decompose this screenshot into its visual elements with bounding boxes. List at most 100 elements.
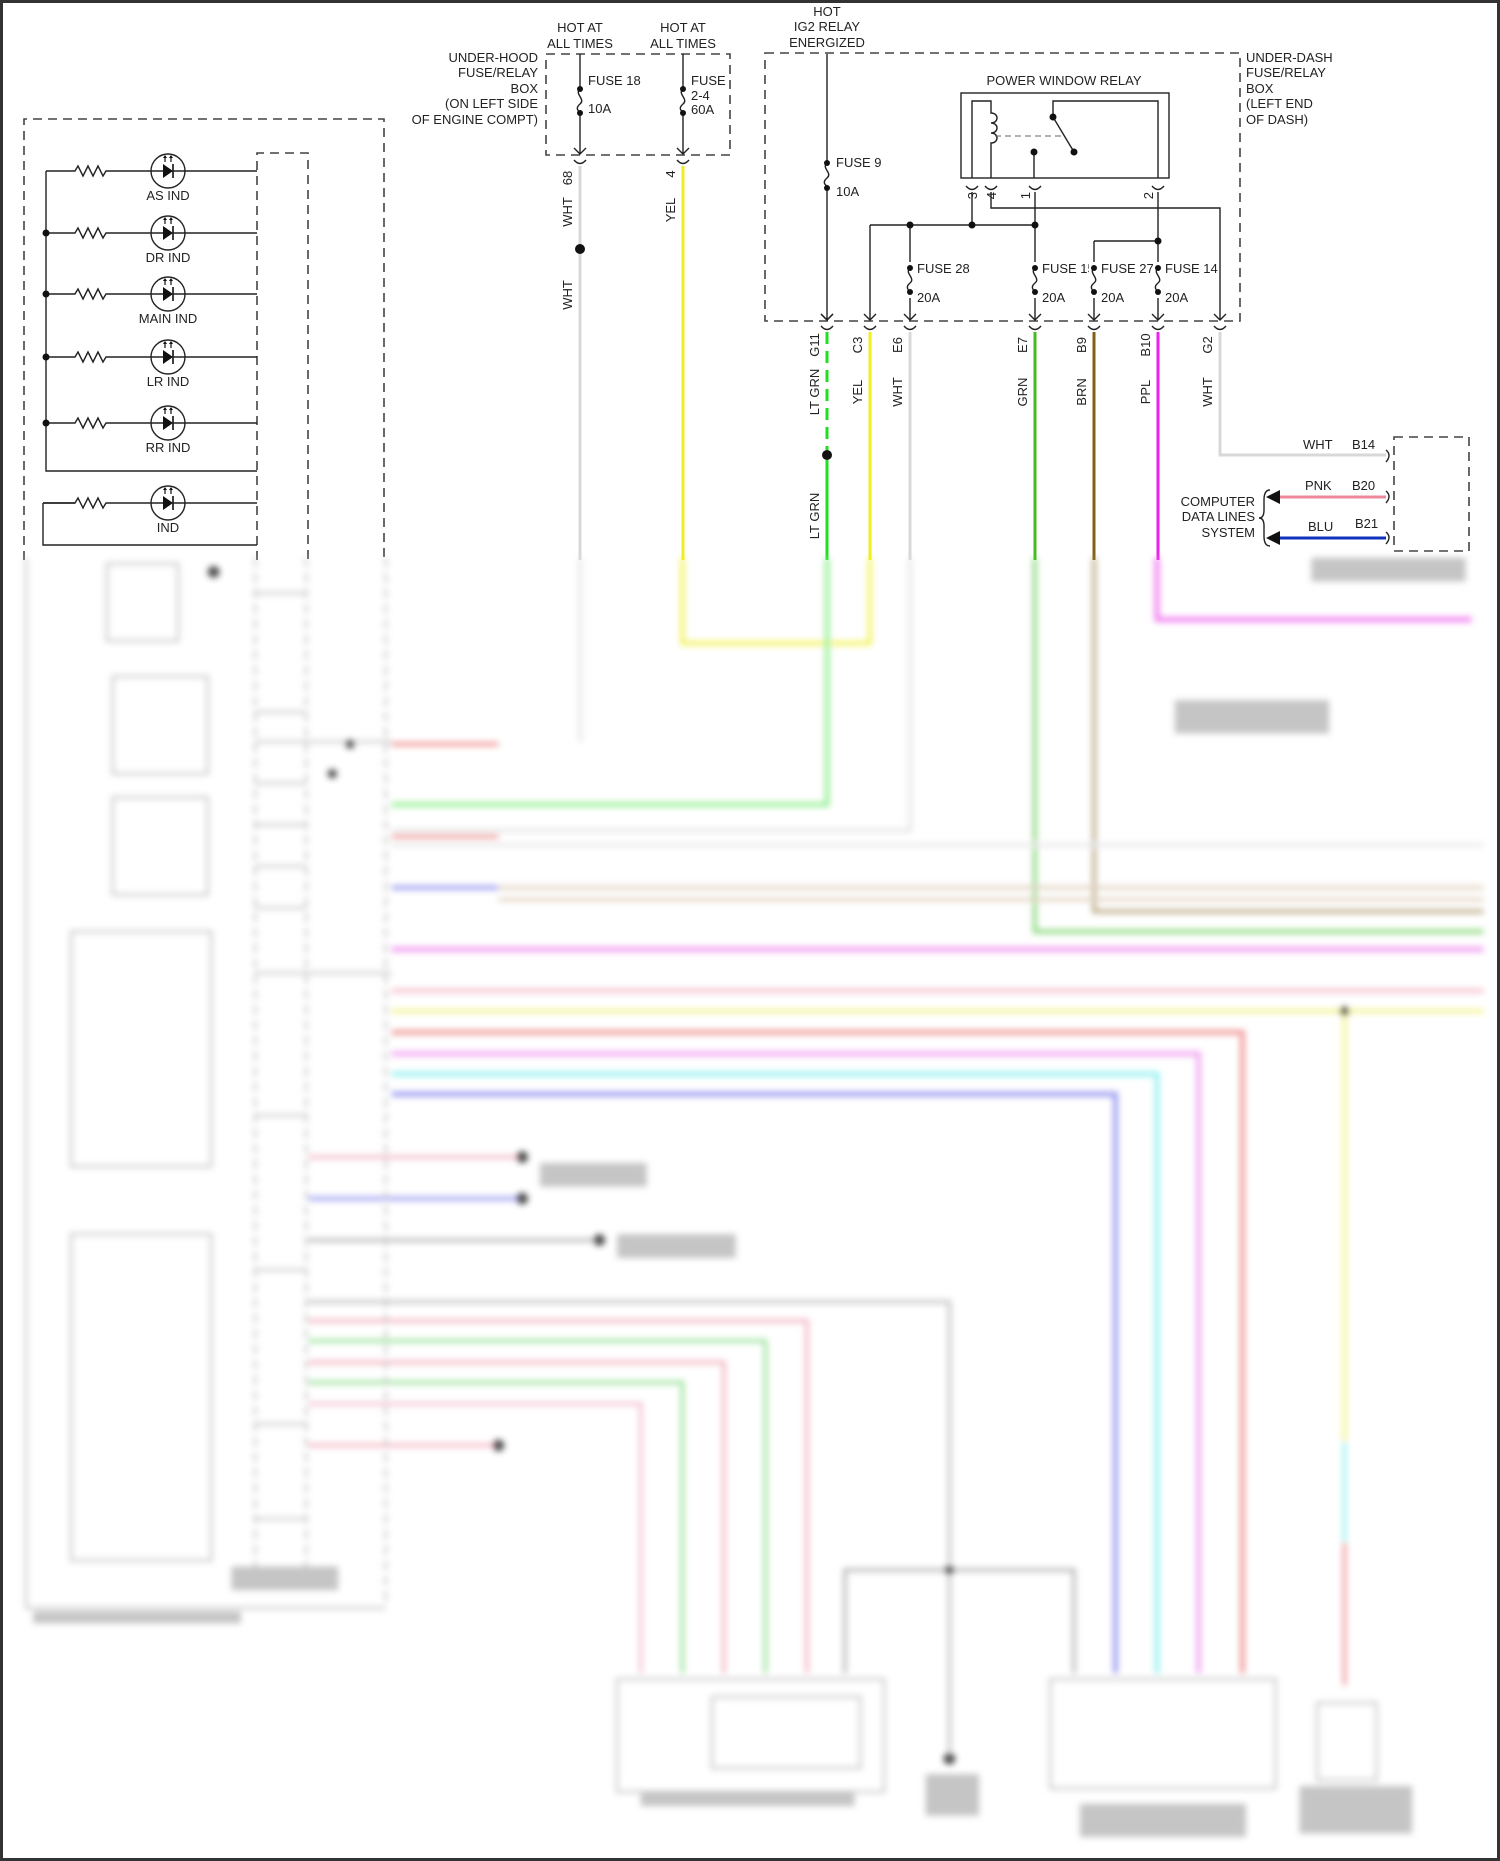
indicator-label: MAIN IND	[139, 311, 198, 326]
pin-b21: B21	[1355, 516, 1378, 531]
fuse-2-4-label-a: FUSE	[691, 73, 726, 88]
blurred-lower-diagram	[24, 557, 1484, 1838]
wire-label-lt-grn-lower: LT GRN	[807, 493, 822, 539]
fuse-rating: 20A	[1165, 290, 1188, 305]
fuse-0: FUSE 28 20A	[905, 261, 970, 305]
fuse-name: FUSE 14	[1165, 261, 1218, 276]
fuse-name: FUSE 28	[917, 261, 970, 276]
indicator-panel	[23, 118, 385, 560]
relay-pin-1: 1	[1018, 192, 1033, 199]
wire-label-wht-b14: WHT	[1303, 437, 1333, 452]
under-hood-label-5: OF ENGINE COMPT)	[412, 112, 538, 127]
fuse-1: FUSE 15 20A	[1030, 261, 1095, 305]
indicator-label: AS IND	[146, 188, 189, 203]
under-dash-label-3: BOX	[1246, 81, 1274, 96]
wire-label-pnk: PNK	[1305, 478, 1332, 493]
pin-label: B9	[1074, 337, 1089, 353]
indicator-led-0: AS IND	[46, 153, 257, 203]
pin-4: 4	[663, 170, 678, 177]
data-lines-label-1: COMPUTER	[1181, 494, 1255, 509]
pin-label: G2	[1200, 336, 1215, 353]
relay-title: POWER WINDOW RELAY	[986, 73, 1141, 88]
indicator-led-5: IND	[43, 485, 257, 535]
under-dash-label-2: FUSE/RELAY	[1246, 65, 1326, 80]
data-lines-label-3: SYSTEM	[1202, 525, 1255, 540]
ig2-label-1: HOT	[813, 4, 841, 19]
relay-pin-2: 2	[1141, 192, 1156, 199]
wire-color-label: WHT	[1200, 377, 1215, 407]
fuse-18-label: FUSE 18	[588, 73, 641, 88]
relay-pin-3: 3	[965, 192, 980, 199]
wire-label-yel: YEL	[663, 198, 678, 223]
fuse-rating: 20A	[1101, 290, 1124, 305]
under-dash-label-5: OF DASH)	[1246, 112, 1308, 127]
fuse-2: FUSE 27 20A	[1089, 261, 1154, 305]
pin-label: E6	[890, 337, 905, 353]
connector-g2: G2 WHT	[1200, 313, 1227, 455]
pin-label: G11	[807, 333, 822, 357]
pin-68: 68	[560, 171, 575, 185]
indicator-led-2: MAIN IND	[42, 276, 257, 326]
fuse-2-4-label-b: 2-4	[691, 88, 710, 103]
wire-label-wht-2: WHT	[560, 280, 575, 310]
wire-color-label: PPL	[1138, 380, 1153, 405]
under-dash-fuse-box: UNDER-DASH FUSE/RELAY BOX (LEFT END OF D…	[764, 50, 1333, 322]
fuse-3: FUSE 14 20A	[1153, 261, 1218, 305]
wire-label-wht-1: WHT	[560, 197, 575, 227]
connector-g11: G11 LT GRN	[807, 313, 834, 560]
fuse-9-rating: 10A	[836, 184, 859, 199]
indicator-label: LR IND	[147, 374, 190, 389]
connector-e7: E7 GRN	[1015, 313, 1042, 560]
pin-b14: B14	[1352, 437, 1375, 452]
under-dash-label-1: UNDER-DASH	[1246, 50, 1333, 65]
pin-label: C3	[850, 337, 865, 354]
wire-color-label: LT GRN	[807, 369, 822, 415]
data-lines-connector: WHT B14 PNK B20 BLU B21 COMPUTER DATA LI…	[1181, 332, 1470, 552]
fuse-name: FUSE 15	[1042, 261, 1095, 276]
fuse-9-label: FUSE 9	[836, 155, 882, 170]
under-hood-label-2: FUSE/RELAY	[458, 65, 538, 80]
relay-pin-4: 4	[984, 192, 999, 199]
wire-color-label: GRN	[1015, 378, 1030, 407]
fuse-row: FUSE 28 20A FUSE 15 20A FUSE 27 20A FUSE 14 20A	[905, 261, 1218, 305]
hot-at-all-times-2b: ALL TIMES	[650, 36, 716, 51]
fuse-name: FUSE 27	[1101, 261, 1154, 276]
connector-c3: C3 YEL	[850, 313, 877, 560]
indicator-label: IND	[157, 520, 179, 535]
connector-b9: B9 BRN	[1074, 313, 1101, 560]
data-lines-label-2: DATA LINES	[1182, 509, 1256, 524]
power-window-relay: POWER WINDOW RELAY	[960, 73, 1170, 179]
under-hood-label-3: BOX	[511, 81, 539, 96]
ig2-label-3: ENERGIZED	[789, 35, 865, 50]
wire-color-label: YEL	[850, 380, 865, 405]
under-hood-fuse-box: UNDER-HOOD FUSE/RELAY BOX (ON LEFT SIDE …	[412, 20, 731, 165]
hot-at-all-times-2a: HOT AT	[660, 20, 706, 35]
under-hood-output-wires: 68 WHT WHT 4 YEL	[560, 166, 685, 560]
indicator-label: DR IND	[146, 250, 191, 265]
ig2-label-2: IG2 RELAY	[794, 19, 861, 34]
pin-b20: B20	[1352, 478, 1375, 493]
pin-label: E7	[1015, 337, 1030, 353]
fuse-rating: 20A	[1042, 290, 1065, 305]
pin-label: B10	[1138, 333, 1153, 356]
under-hood-label-1: UNDER-HOOD	[448, 50, 538, 65]
fuse-2-4-rating: 60A	[691, 102, 714, 117]
indicator-led-1: DR IND	[42, 215, 257, 265]
indicator-leds: AS IND DR IND MAIN IND LR IND RR IND IND	[42, 153, 257, 535]
hot-at-all-times-1a: HOT AT	[557, 20, 603, 35]
connector-e6: E6 WHT	[890, 313, 917, 560]
wire-label-blu: BLU	[1308, 519, 1333, 534]
wire-color-label: WHT	[890, 377, 905, 407]
hot-at-all-times-1b: ALL TIMES	[547, 36, 613, 51]
wire-color-label: BRN	[1074, 378, 1089, 405]
indicator-led-3: LR IND	[42, 339, 257, 389]
fuse-rating: 20A	[917, 290, 940, 305]
indicator-led-4: RR IND	[42, 405, 257, 455]
connector-row: G11 LT GRN C3 YEL E6 WHT E7 GRN B9 BRN B10 PPL G2 WHT	[807, 313, 1227, 560]
under-dash-label-4: (LEFT END	[1246, 96, 1313, 111]
fuse-18-rating: 10A	[588, 101, 611, 116]
under-hood-label-4: (ON LEFT SIDE	[445, 96, 538, 111]
connector-b10: B10 PPL	[1138, 313, 1165, 560]
